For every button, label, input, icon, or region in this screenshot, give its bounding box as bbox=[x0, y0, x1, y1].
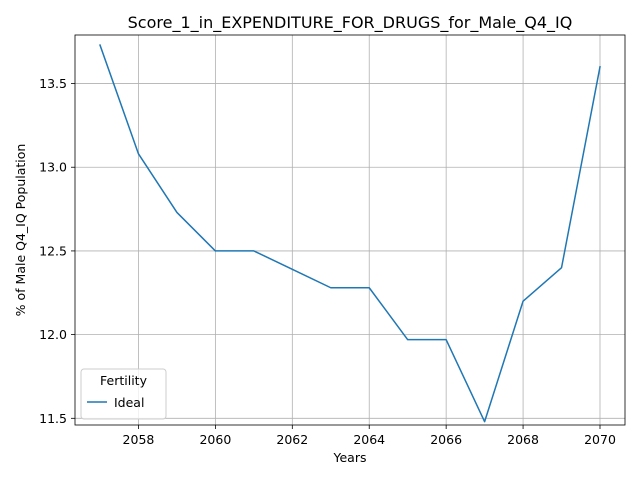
x-tick-label: 2070 bbox=[584, 432, 616, 447]
grid-layer bbox=[75, 35, 625, 425]
data-point bbox=[483, 420, 485, 422]
data-point bbox=[406, 338, 408, 340]
y-tick-label: 12.5 bbox=[39, 243, 67, 258]
y-axis-label: % of Male Q4_IQ Population bbox=[13, 144, 28, 317]
series-layer bbox=[99, 44, 601, 423]
x-tick-label: 2062 bbox=[276, 432, 308, 447]
legend-label-ideal: Ideal bbox=[114, 395, 144, 410]
y-tick-label: 13.5 bbox=[39, 76, 67, 91]
data-point bbox=[214, 250, 216, 252]
x-tick-label: 2060 bbox=[199, 432, 231, 447]
data-point bbox=[253, 250, 255, 252]
y-tick-label: 13.0 bbox=[39, 160, 67, 175]
legend-title: Fertility bbox=[100, 373, 148, 388]
x-tick-label: 2064 bbox=[353, 432, 385, 447]
ticks-layer: 2058 2060 2062 2064 2066 2068 2070 11.5 12.0 12.5… bbox=[39, 76, 616, 447]
legend-box bbox=[80, 368, 167, 420]
data-point bbox=[137, 153, 139, 155]
data-point bbox=[291, 268, 293, 270]
series-line-ideal bbox=[99, 44, 601, 423]
data-point bbox=[599, 66, 601, 68]
data-point bbox=[560, 266, 562, 268]
x-tick-label: 2068 bbox=[507, 432, 539, 447]
plot-frame bbox=[74, 34, 626, 426]
data-point bbox=[445, 338, 447, 340]
x-tick-label: 2066 bbox=[430, 432, 462, 447]
y-tick-label: 12.0 bbox=[39, 327, 67, 342]
chart-title: Score_1_in_EXPENDITURE_FOR_DRUGS_for_Mal… bbox=[128, 13, 573, 33]
data-point bbox=[99, 44, 101, 46]
x-axis-label: Years bbox=[333, 450, 367, 465]
data-point bbox=[176, 211, 178, 213]
data-point bbox=[330, 287, 332, 289]
data-point bbox=[368, 287, 370, 289]
x-tick-label: 2058 bbox=[123, 432, 155, 447]
y-tick-label: 11.5 bbox=[39, 411, 67, 426]
legend: Fertility Ideal bbox=[80, 368, 167, 420]
data-point bbox=[522, 300, 524, 302]
